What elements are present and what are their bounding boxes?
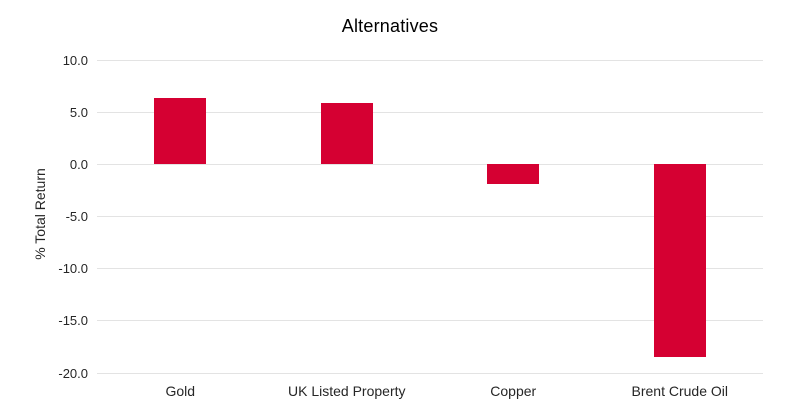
y-axis-tick-label: -5.0 <box>65 209 88 224</box>
chart-title: Alternatives <box>341 16 439 36</box>
gridline <box>97 372 763 374</box>
bar-brent-crude-oil <box>653 164 706 358</box>
x-axis-category-label: Brent Crude Oil <box>631 383 728 399</box>
x-axis-category-label: UK Listed Property <box>288 383 406 399</box>
gridline <box>97 216 763 217</box>
bar-uk-listed-property <box>320 102 373 165</box>
gridline <box>97 59 763 61</box>
gridline <box>97 111 763 113</box>
bar-gold <box>154 97 207 165</box>
y-axis-tick-label: 0.0 <box>69 156 88 172</box>
y-axis-tick-label: -10.0 <box>58 261 88 277</box>
x-axis-category-label: Gold <box>165 383 196 399</box>
y-axis-tick-label: -20.0 <box>58 365 88 381</box>
bar-copper <box>487 164 540 185</box>
gridline <box>97 163 763 165</box>
y-axis-tick-label: 5.0 <box>69 104 88 120</box>
y-axis-tick-label: 10.0 <box>62 52 88 68</box>
gridline <box>97 320 763 322</box>
gridline <box>97 268 763 270</box>
x-axis-category-label: Copper <box>490 383 537 399</box>
y-axis-tick-label: -15.0 <box>58 313 88 329</box>
